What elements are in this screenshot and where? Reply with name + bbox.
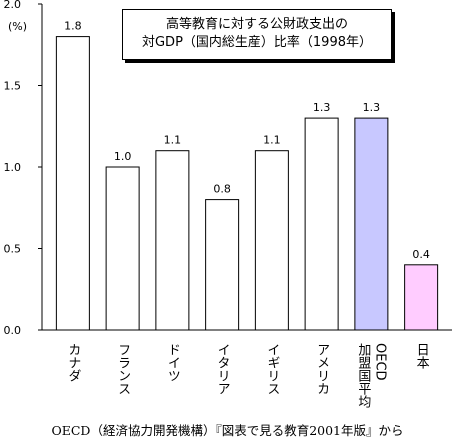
source-note: OECD（経済協力開発機構）『図表で見る教育2001年版』から bbox=[51, 423, 404, 438]
value-label-2: 1.1 bbox=[164, 134, 182, 147]
value-label-3: 0.8 bbox=[213, 183, 231, 196]
bar-1 bbox=[105, 166, 140, 331]
value-label-4: 1.1 bbox=[263, 134, 281, 147]
y-tick-label-1: 0.5 bbox=[4, 243, 22, 256]
y-tick-label-0: 0.0 bbox=[4, 324, 22, 337]
category-label-6-1: OECD bbox=[372, 343, 387, 381]
value-label-0: 1.8 bbox=[64, 20, 82, 33]
category-label-7: 日本 bbox=[414, 343, 430, 369]
value-label-6: 1.3 bbox=[363, 101, 381, 114]
bar-5 bbox=[304, 117, 339, 331]
category-label-0: カナダ bbox=[65, 343, 80, 382]
y-tick-label-4: 2.0 bbox=[4, 0, 22, 11]
category-label-4: イギリス bbox=[264, 343, 279, 395]
value-label-7: 0.4 bbox=[412, 248, 430, 261]
y-tick-label-3: 1.5 bbox=[4, 80, 22, 93]
bar-7 bbox=[404, 264, 439, 331]
bar-6 bbox=[354, 117, 389, 331]
bar-3 bbox=[205, 199, 240, 331]
value-label-1: 1.0 bbox=[114, 150, 132, 163]
bar-0 bbox=[55, 36, 90, 331]
chart-title-box: 高等教育に対する公財政支出の 対GDP（国内総生産）比率（1998年） bbox=[122, 9, 392, 60]
bar-4 bbox=[254, 150, 289, 331]
category-label-2: ドイツ bbox=[165, 343, 180, 382]
chart-title-line-1: 高等教育に対する公財政支出の bbox=[165, 17, 348, 32]
category-label-6-0: 加盟国平均 bbox=[355, 343, 371, 408]
category-label-5: アメリカ bbox=[314, 343, 329, 395]
y-axis-unit: (%) bbox=[8, 20, 28, 33]
y-tick-label-2: 1.0 bbox=[4, 161, 22, 174]
category-label-1: フランス bbox=[115, 343, 130, 395]
category-label-3: イタリア bbox=[215, 343, 230, 395]
bar-2 bbox=[155, 150, 190, 331]
value-label-5: 1.3 bbox=[313, 101, 331, 114]
chart-title-line-2: 対GDP（国内総生産）比率（1998年） bbox=[141, 35, 372, 50]
